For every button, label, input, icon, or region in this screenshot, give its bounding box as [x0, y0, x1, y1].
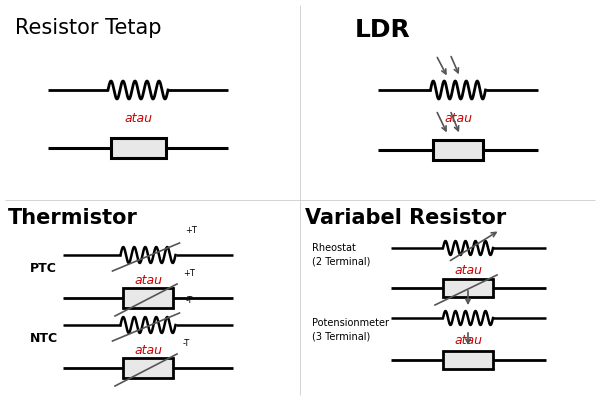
FancyBboxPatch shape: [123, 288, 173, 308]
Text: Resistor Tetap: Resistor Tetap: [15, 18, 161, 38]
Text: +T: +T: [185, 226, 197, 235]
Text: +T: +T: [183, 269, 195, 278]
FancyBboxPatch shape: [433, 140, 483, 160]
Text: Thermistor: Thermistor: [8, 208, 138, 228]
Text: NTC: NTC: [30, 332, 58, 344]
Text: Variabel Resistor: Variabel Resistor: [305, 208, 506, 228]
Text: atau: atau: [124, 112, 152, 124]
FancyBboxPatch shape: [123, 358, 173, 378]
FancyBboxPatch shape: [443, 351, 493, 369]
Text: -T: -T: [185, 296, 193, 305]
Text: atau: atau: [444, 112, 472, 124]
Text: atau: atau: [454, 334, 482, 346]
Text: Potensionmeter
(3 Terminal): Potensionmeter (3 Terminal): [312, 318, 389, 342]
Text: -T: -T: [183, 339, 190, 348]
FancyBboxPatch shape: [110, 138, 166, 158]
FancyBboxPatch shape: [443, 279, 493, 297]
Text: atau: atau: [134, 274, 162, 286]
Text: LDR: LDR: [355, 18, 411, 42]
Text: atau: atau: [454, 264, 482, 276]
Text: atau: atau: [134, 344, 162, 356]
Text: PTC: PTC: [30, 262, 57, 274]
Text: Rheostat
(2 Terminal): Rheostat (2 Terminal): [312, 243, 370, 266]
